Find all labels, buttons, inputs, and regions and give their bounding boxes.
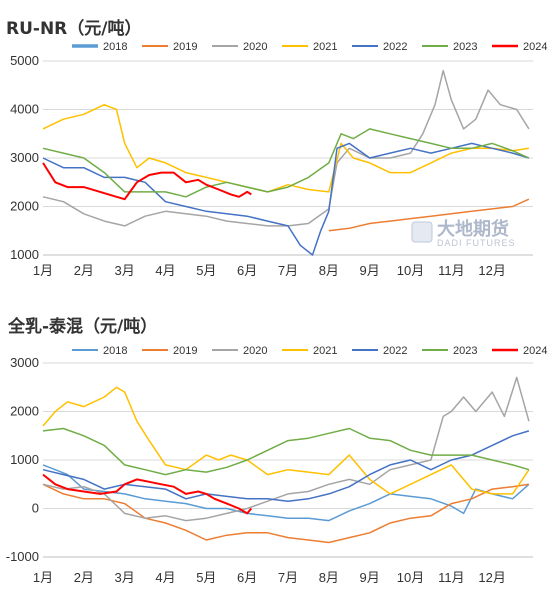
x-tick-label: 2月 xyxy=(74,570,94,585)
y-tick-label: 3000 xyxy=(10,150,39,165)
x-tick-label: 6月 xyxy=(237,263,257,278)
y-tick-label: 1000 xyxy=(10,247,39,262)
legend-label-2020: 2020 xyxy=(243,41,267,53)
chart-title: 全乳-泰混（元/吨） xyxy=(7,316,157,337)
x-tick-label: 5月 xyxy=(196,263,216,278)
x-tick-label: 12月 xyxy=(478,263,505,278)
y-tick-label: 4000 xyxy=(10,102,39,117)
legend-label-2022: 2022 xyxy=(383,345,407,357)
series-line-2023 xyxy=(42,427,530,476)
legend-label-2022: 2022 xyxy=(383,41,407,53)
x-tick-label: 9月 xyxy=(360,570,380,585)
y-tick-label: 2000 xyxy=(10,404,39,419)
legend-label-2020: 2020 xyxy=(243,345,267,357)
x-tick-label: 8月 xyxy=(319,263,339,278)
watermark-sub: DADI FUTURES xyxy=(437,238,516,248)
series-line-2020 xyxy=(42,69,530,227)
series-line-2023 xyxy=(42,128,530,198)
legend-label-2024: 2024 xyxy=(523,41,547,53)
x-tick-label: 4月 xyxy=(155,570,175,585)
x-tick-label: 12月 xyxy=(478,570,505,585)
series-line-2024 xyxy=(42,162,252,201)
watermark-logo xyxy=(411,221,433,243)
y-tick-label: 2000 xyxy=(10,199,39,214)
legend-label-2018: 2018 xyxy=(103,345,127,357)
x-tick-label: 5月 xyxy=(196,570,216,585)
y-tick-label: -1000 xyxy=(6,549,39,564)
chart-panel-2: 全乳-泰混（元/吨） -1000 0 1000 2000 3000 1月 2月 3月 4月 5月 6月… xyxy=(6,316,548,585)
legend-label-2018: 2018 xyxy=(103,41,127,53)
x-tick-label: 10月 xyxy=(397,570,424,585)
y-tick-label: 0 xyxy=(32,501,39,516)
legend-label-2023: 2023 xyxy=(453,345,477,357)
series-line-2024 xyxy=(42,473,253,515)
x-tick-label: 4月 xyxy=(155,263,175,278)
y-tick-label: 1000 xyxy=(10,452,39,467)
legend-label-2019: 2019 xyxy=(173,345,197,357)
x-tick-label: 10月 xyxy=(397,263,424,278)
series-line-2021 xyxy=(42,386,530,495)
x-tick-label: 11月 xyxy=(438,570,465,585)
series-line-2020 xyxy=(42,376,530,522)
x-tick-label: 1月 xyxy=(33,570,53,585)
x-tick-label: 8月 xyxy=(319,570,339,585)
x-tick-label: 9月 xyxy=(360,263,380,278)
series-line-2019 xyxy=(328,198,530,232)
y-tick-label: 5000 xyxy=(10,53,39,68)
legend-label-2024: 2024 xyxy=(523,345,547,357)
legend-label-2019: 2019 xyxy=(173,41,197,53)
series-line-2018 xyxy=(42,464,530,522)
x-tick-label: 6月 xyxy=(237,570,257,585)
x-tick-label: 7月 xyxy=(278,263,298,278)
series-line-2019 xyxy=(42,483,530,544)
series-line-2021 xyxy=(42,103,530,193)
x-tick-label: 3月 xyxy=(115,263,135,278)
watermark-name: 大地期货 xyxy=(437,218,509,239)
x-tick-label: 11月 xyxy=(438,263,465,278)
chart-title: RU-NR（元/吨） xyxy=(6,18,141,39)
x-tick-label: 1月 xyxy=(33,263,53,278)
legend-label-2021: 2021 xyxy=(313,41,337,53)
series-line-2022 xyxy=(42,142,530,256)
x-tick-label: 3月 xyxy=(115,570,135,585)
legend-label-2021: 2021 xyxy=(313,345,337,357)
y-tick-label: 3000 xyxy=(10,355,39,370)
chart-panel-1: RU-NR（元/吨） 1000 2000 3000 4000 5000 1月 2月 3月 4月 5月… xyxy=(6,18,547,278)
x-tick-label: 7月 xyxy=(278,570,298,585)
x-tick-label: 2月 xyxy=(74,263,94,278)
legend-label-2023: 2023 xyxy=(453,41,477,53)
